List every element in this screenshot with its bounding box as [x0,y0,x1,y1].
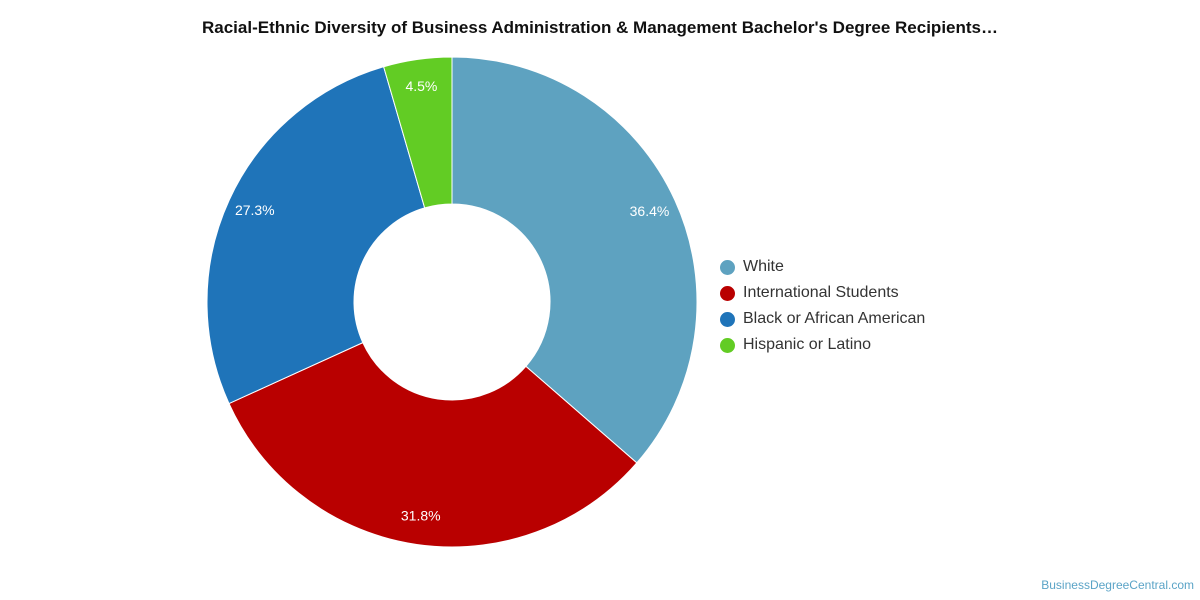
legend-item-black-or-african-american[interactable]: Black or African American [720,306,925,332]
data-label-white: 36.4% [630,203,670,219]
legend-item-hispanic-or-latino[interactable]: Hispanic or Latino [720,332,925,358]
data-label-international-students: 31.8% [401,507,441,523]
legend-swatch [720,259,735,275]
chart-legend: White International Students Black or Afri… [720,254,925,358]
chart-title: Racial-Ethnic Diversity of Business Admi… [201,18,998,37]
legend-swatch [720,337,735,353]
legend-label: Black or African American [743,310,926,327]
data-label-black-or-african-american: 27.3% [235,202,275,218]
legend-item-international-students[interactable]: International Students [720,280,925,306]
slice-international-students[interactable] [228,341,638,548]
slice-white[interactable] [451,56,698,464]
source-watermark[interactable]: BusinessDegreeCentral.com [1041,578,1194,592]
slice-hispanic-or-latino[interactable] [383,56,453,209]
slice-black-or-african-american[interactable] [206,66,426,405]
legend-label: International Students [743,284,899,301]
legend-swatch [720,285,735,301]
legend-label: Hispanic or Latino [743,336,872,353]
data-label-hispanic-or-latino: 4.5% [405,78,437,94]
legend-label: White [743,258,784,275]
legend-item-white[interactable]: White [720,254,925,280]
legend-swatch [720,311,735,327]
